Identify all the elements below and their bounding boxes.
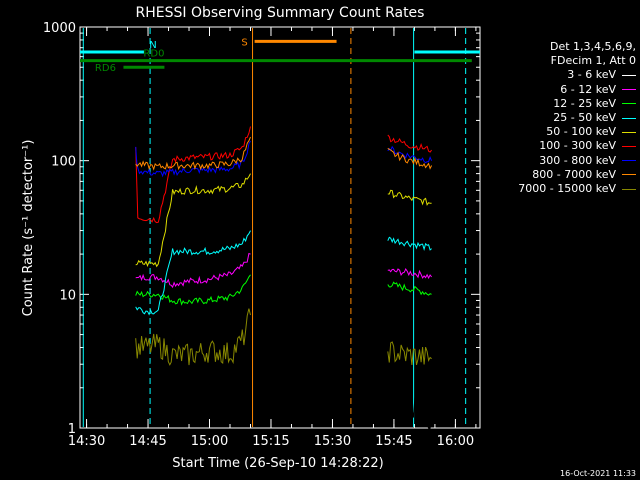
- series-line: [135, 308, 251, 366]
- legend-swatch: [622, 75, 636, 76]
- legend-entry: 6 - 12 keV: [486, 83, 636, 97]
- x-axis-label: Start Time (26-Sep-10 14:28:22): [172, 456, 383, 471]
- legend-swatch: [622, 117, 636, 119]
- legend-header-line-2: FDecim 1, Att 0: [550, 54, 636, 68]
- legend-entry: 3 - 6 keV: [486, 68, 636, 82]
- legend-entry-label: 50 - 100 keV: [546, 125, 616, 139]
- y-axis-label: Count Rate (s⁻¹ detector⁻¹): [21, 140, 36, 317]
- legend-swatch: [622, 89, 636, 91]
- series-line: [387, 376, 433, 429]
- legend-entry-label: 3 - 6 keV: [567, 68, 616, 82]
- legend-entry: 800 - 7000 keV: [486, 168, 636, 182]
- flag-label-rd6: RD6: [95, 63, 116, 74]
- legend-entry-label: 6 - 12 keV: [560, 82, 616, 96]
- y-tick-label: 1000: [43, 21, 76, 36]
- legend-entry: 50 - 100 keV: [486, 125, 636, 139]
- legend-entry-label: 300 - 800 keV: [539, 153, 616, 167]
- series-line: [135, 346, 251, 383]
- x-tick-label: 15:45: [375, 434, 412, 449]
- series-line: [135, 252, 251, 289]
- series-line: [387, 189, 432, 206]
- series-line: [387, 134, 433, 153]
- legend-entry-label: 100 - 300 keV: [539, 139, 616, 153]
- legend-swatch: [622, 160, 636, 162]
- flag-label-rd0: RD0: [143, 49, 164, 60]
- x-tick-label: 15:15: [252, 434, 289, 449]
- y-tick-label: 100: [51, 155, 76, 170]
- legend-swatch: [622, 174, 636, 176]
- legend-entry: 300 - 800 keV: [486, 154, 636, 168]
- plot-area: 1 10 100 1000 14:30 14:45 15:00 15:15 15:30 15:45…: [43, 21, 481, 449]
- legend-entry-label: 25 - 50 keV: [553, 111, 616, 125]
- legend-swatch: [622, 188, 636, 190]
- series-line: [135, 274, 251, 306]
- series-line: [387, 147, 433, 170]
- plot-frame: [79, 26, 481, 429]
- x-tick-label: 15:30: [314, 434, 351, 449]
- legend-entry: 100 - 300 keV: [486, 139, 636, 153]
- legend-swatch: [622, 103, 636, 105]
- legend-entry: 25 - 50 keV: [486, 111, 636, 125]
- legend-entry-label: 800 - 7000 keV: [532, 167, 616, 181]
- series-line: [135, 230, 251, 316]
- legend-swatch: [622, 146, 636, 148]
- chart-title: RHESSI Observing Summary Count Rates: [136, 5, 425, 21]
- flag-label-s: S: [241, 37, 247, 48]
- series-line: [387, 341, 432, 366]
- series-line: [387, 267, 432, 280]
- series-line: [135, 140, 251, 178]
- series-line: [135, 126, 251, 224]
- series-line: [387, 281, 432, 296]
- x-tick-label: 14:45: [129, 434, 166, 449]
- legend-header-line-1: Det 1,3,4,5,6,9,: [549, 40, 636, 53]
- legend: Det 1,3,4,5,6,9, FDecim 1, Att 0 3 - 6 k…: [486, 40, 636, 196]
- series-line: [135, 136, 251, 171]
- x-tick-label: 16:00: [437, 434, 474, 449]
- legend-entry-label: 7000 - 15000 keV: [518, 182, 616, 196]
- series-line: [387, 236, 432, 252]
- timestamp: 16-Oct-2021 11:33: [560, 469, 636, 478]
- series-line: [387, 145, 433, 164]
- legend-entry: 7000 - 15000 keV: [486, 182, 636, 196]
- legend-swatch: [622, 131, 636, 133]
- flag-label-n: N: [149, 40, 156, 51]
- y-tick-label: 1: [68, 422, 76, 437]
- legend-entry-label: 12 - 25 keV: [553, 96, 616, 110]
- y-tick-label: 10: [59, 288, 76, 303]
- x-tick-label: 14:30: [68, 434, 105, 449]
- legend-entry: 12 - 25 keV: [486, 97, 636, 111]
- series-line: [135, 173, 251, 268]
- x-tick-label: 15:00: [191, 434, 228, 449]
